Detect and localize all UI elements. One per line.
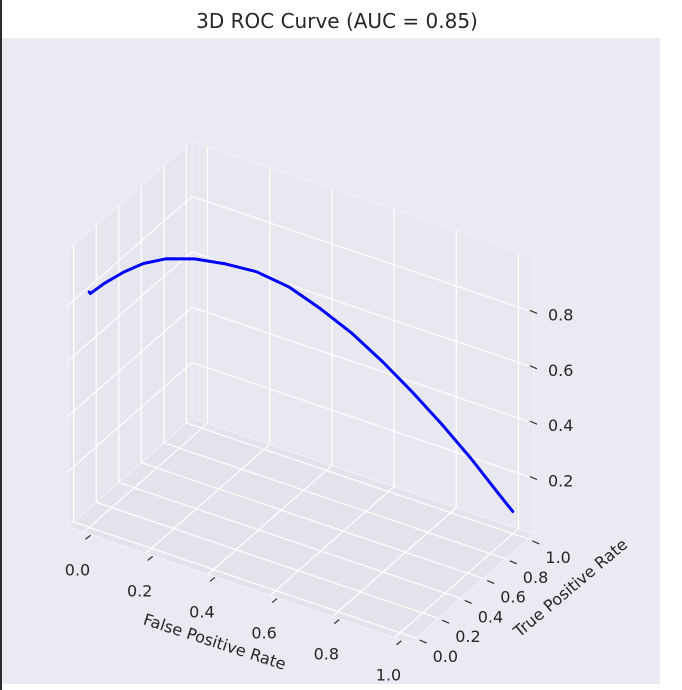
x-tick-mark: [396, 640, 402, 646]
z-tick-mark: [529, 309, 538, 314]
x-tick-mark: [271, 598, 278, 604]
grid-line-x-floor: [394, 528, 519, 639]
series-layer: [87, 257, 515, 513]
grid-line-z-left: [67, 306, 193, 417]
y-tick-mark: [487, 580, 495, 585]
grid-line-x-floor: [269, 486, 395, 596]
chart-title: 3D ROC Curve (AUC = 0.85): [196, 9, 478, 33]
grid-line-z-left: [67, 195, 193, 306]
x-tick-label: 0.0: [65, 560, 90, 579]
x-tick-mark: [209, 576, 216, 582]
x-tick-mark: [147, 555, 154, 561]
x-tick-label: 1.0: [376, 666, 401, 685]
grid-line-x-floor: [207, 465, 333, 575]
grid-line-z-back: [191, 195, 535, 313]
x-tick-label: 0.8: [314, 645, 339, 664]
y-tick-mark: [441, 619, 450, 624]
grid-line-y-floor: [186, 422, 529, 540]
z-tick-label: 0.2: [548, 472, 573, 491]
grid-line-y-floor: [118, 481, 461, 599]
z-tick-label: 0.4: [548, 416, 573, 435]
y-tick-mark: [509, 560, 518, 565]
z-tick-mark: [529, 476, 538, 481]
x-tick-label: 0.4: [189, 603, 214, 622]
grid-line-y-floor: [73, 521, 416, 639]
x-tick-label: 0.6: [251, 624, 276, 643]
y-tick-mark: [464, 599, 472, 604]
x-tick-label: 0.2: [127, 581, 152, 600]
y-tick-label: 0.4: [478, 607, 503, 626]
axis-panes: [67, 139, 535, 644]
z-tick-mark: [529, 365, 538, 370]
roc-curve-line: [87, 257, 515, 513]
y-tick-mark: [419, 639, 427, 644]
grid-line-z-left: [67, 362, 193, 473]
y-tick-label: 0.2: [455, 627, 480, 646]
grid-line-x-floor: [145, 443, 271, 554]
z-tick-label: 0.6: [548, 361, 573, 380]
grid-line-z-back: [191, 306, 535, 424]
axis-ticks: 0.00.20.40.60.81.00.00.20.40.60.81.00.20…: [65, 305, 574, 684]
z-tick-mark: [529, 420, 538, 425]
x-tick-mark: [85, 534, 91, 540]
left-border: [0, 0, 2, 690]
y-tick-label: 0.6: [500, 588, 525, 607]
grid-line-z-back: [191, 362, 535, 480]
grid-line-y-floor: [95, 501, 439, 619]
y-tick-label: 1.0: [545, 548, 570, 567]
grid-line-z-left: [67, 251, 193, 362]
back-pane: [191, 140, 535, 535]
grid-lines: [67, 145, 535, 639]
y-tick-label: 0.8: [523, 568, 548, 587]
y-tick-mark: [532, 540, 540, 545]
y-tick-label: 0.0: [433, 647, 458, 666]
grid-line-x-floor: [331, 507, 457, 618]
grid-line-y-floor: [163, 442, 507, 560]
x-tick-mark: [333, 619, 340, 625]
z-tick-label: 0.8: [548, 305, 573, 324]
grid-line-y-floor: [141, 462, 484, 580]
grid-line-x-floor: [83, 422, 208, 533]
